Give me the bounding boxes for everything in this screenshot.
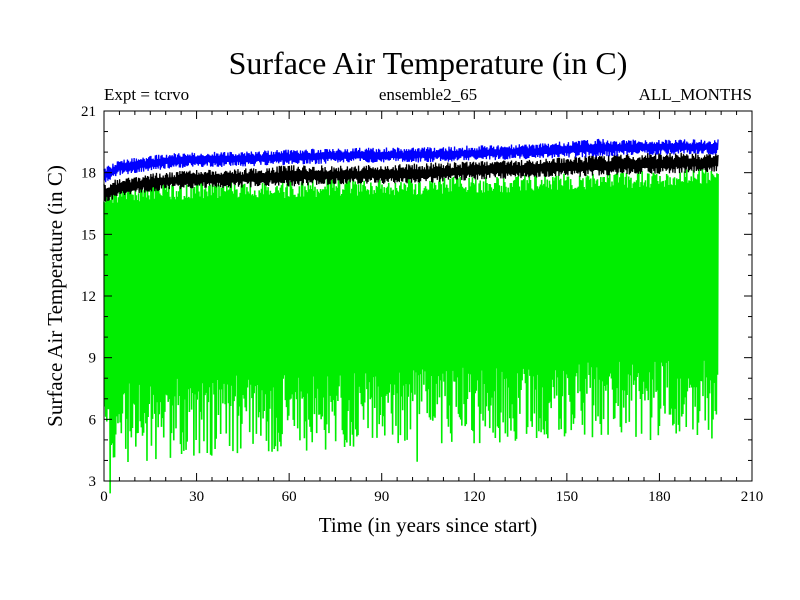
y-tick-label: 6 (89, 412, 97, 428)
x-tick-label: 60 (282, 489, 297, 505)
series-layer (103, 138, 719, 494)
x-tick-label: 120 (463, 489, 486, 505)
subtitle-left: Expt = tcrvo (104, 85, 189, 104)
x-tick-label: 150 (556, 489, 579, 505)
series-line-3 (103, 138, 719, 183)
y-tick-label: 15 (81, 227, 96, 243)
x-tick-label: 210 (741, 489, 764, 505)
subtitle-center: ensemble2_65 (379, 85, 477, 104)
x-tick-label: 0 (100, 489, 108, 505)
x-axis-label: Time (in years since start) (319, 513, 538, 537)
axes-layer: 0 30 60 90 120 150 180 210 3 6 9 12 15 18 21 (81, 104, 763, 505)
y-tick-label: 21 (81, 104, 96, 120)
y-tick-label: 18 (81, 166, 96, 182)
y-axis-label: Surface Air Temperature (in C) (43, 165, 67, 427)
y-tick-label: 3 (89, 474, 97, 490)
x-tick-label: 90 (374, 489, 389, 505)
y-tick-label: 9 (89, 351, 97, 367)
y-tick-label: 12 (81, 289, 96, 305)
x-tick-label: 180 (648, 489, 671, 505)
subtitle-right: ALL_MONTHS (639, 85, 752, 104)
x-tick-label: 30 (189, 489, 204, 505)
series-line-2 (103, 152, 719, 202)
chart-title: Surface Air Temperature (in C) (229, 45, 628, 81)
